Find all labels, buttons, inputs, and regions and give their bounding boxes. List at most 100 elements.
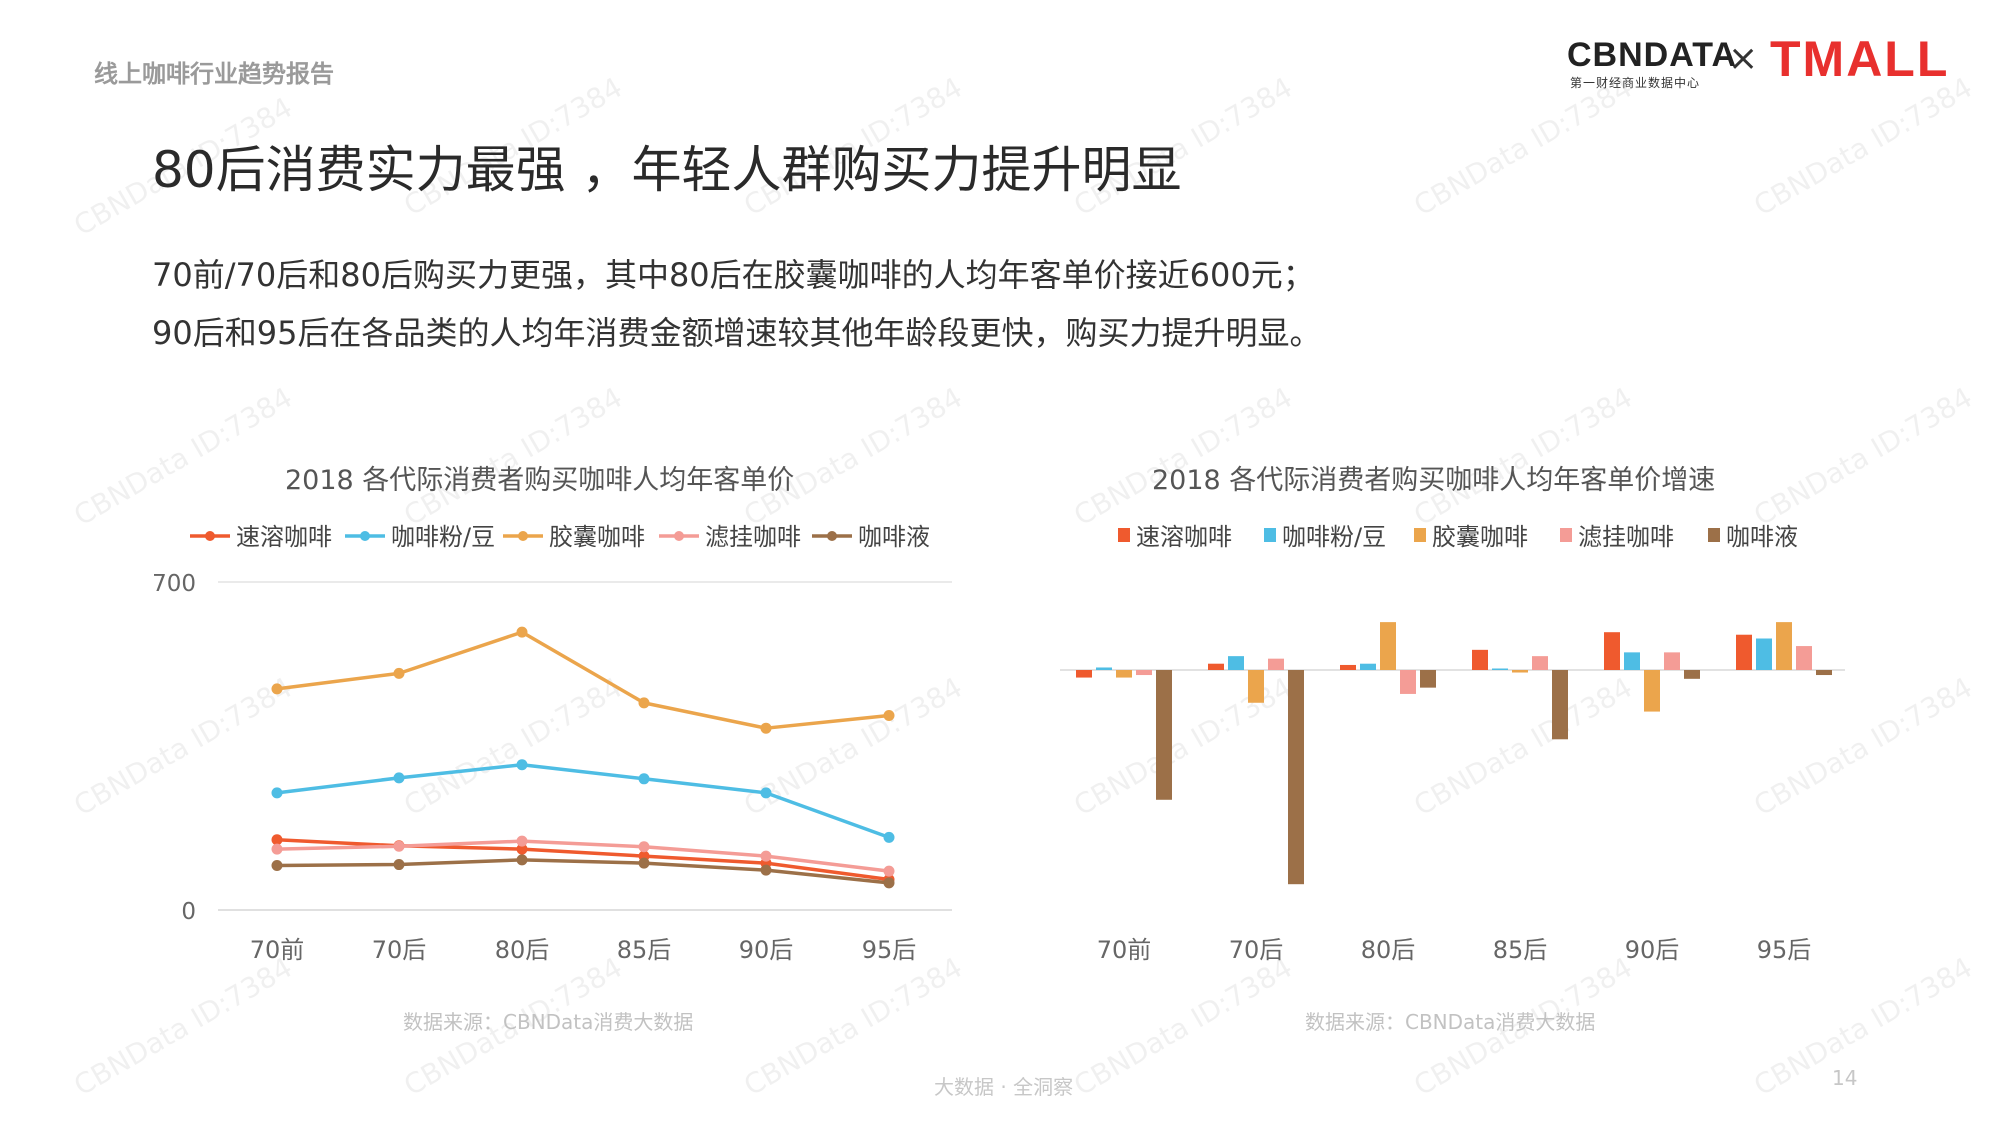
line-point <box>883 865 895 877</box>
line-point <box>516 843 528 855</box>
legend-bar-marker <box>1560 528 1572 542</box>
bar-chart-source: 数据来源：CBNData消费大数据 <box>1305 1010 1596 1034</box>
line-chart-xtick-label: 90后 <box>739 936 794 964</box>
bar-咖啡液 <box>1816 670 1832 676</box>
line-chart-xtick-label: 95后 <box>862 936 917 964</box>
bar-胶囊咖啡 <box>1644 670 1660 712</box>
bar-咖啡粉/豆 <box>1228 656 1244 670</box>
subtitle-line-2: 90后和95后在各品类的人均年消费金额增速较其他年龄段更快，购买力提升明显。 <box>152 314 1322 352</box>
bar-滤挂咖啡 <box>1400 670 1416 694</box>
bar-legend-label: 咖啡液 <box>1726 523 1798 551</box>
legend-bar-marker <box>1414 528 1426 542</box>
legend-line-dot <box>518 531 528 541</box>
legend-bar-marker <box>1708 528 1720 542</box>
line-chart-xtick-label: 80后 <box>495 936 550 964</box>
line-point <box>393 859 405 871</box>
line-chart-xtick-label: 85后 <box>617 936 672 964</box>
bar-滤挂咖啡 <box>1268 658 1284 670</box>
page-number: 14 <box>1832 1066 1858 1090</box>
bar-速溶咖啡 <box>1076 670 1092 678</box>
bar-胶囊咖啡 <box>1776 622 1792 670</box>
bar-legend-label: 滤挂咖啡 <box>1578 523 1674 551</box>
bar-滤挂咖啡 <box>1664 652 1680 670</box>
line-point <box>638 773 650 785</box>
line-series-滤挂咖啡 <box>276 839 890 873</box>
bar-chart-xtick-label: 90后 <box>1625 936 1680 964</box>
line-point <box>271 787 283 799</box>
footer-slogan: 大数据 · 全洞察 <box>934 1075 1074 1099</box>
legend-line-dot <box>674 531 684 541</box>
line-series-速溶咖啡 <box>276 837 890 882</box>
line-point <box>883 831 895 843</box>
line-chart-ytick-label: 700 <box>152 571 196 597</box>
line-point <box>393 840 405 852</box>
bar-legend-label: 速溶咖啡 <box>1136 523 1232 551</box>
bar-咖啡粉/豆 <box>1492 668 1508 670</box>
line-series-胶囊咖啡 <box>276 630 890 730</box>
line-point <box>393 667 405 679</box>
bar-咖啡液 <box>1156 670 1172 800</box>
bar-chart-xtick-label: 95后 <box>1757 936 1812 964</box>
line-chart-title: 2018 各代际消费者购买咖啡人均年客单价 <box>285 465 795 496</box>
line-point <box>638 841 650 853</box>
line-point <box>883 710 895 722</box>
line-point <box>760 722 772 734</box>
cbndata-logo-subtitle: 第一财经商业数据中心 <box>1570 76 1701 90</box>
line-point <box>760 787 772 799</box>
line-point <box>638 697 650 709</box>
bar-chart-xtick-label: 80后 <box>1361 936 1416 964</box>
line-series-咖啡液 <box>276 858 890 885</box>
bar-滤挂咖啡 <box>1136 670 1152 676</box>
line-point <box>271 834 283 846</box>
bar-legend-label: 胶囊咖啡 <box>1432 523 1528 551</box>
bar-咖啡液 <box>1420 670 1436 688</box>
line-point <box>516 854 528 866</box>
line-point <box>516 626 528 638</box>
tmall-logo: TMALL <box>1770 31 1950 87</box>
line-series-咖啡粉/豆 <box>276 762 890 840</box>
line-legend-label: 速溶咖啡 <box>236 523 332 551</box>
bar-滤挂咖啡 <box>1532 656 1548 670</box>
line-legend-label: 滤挂咖啡 <box>705 523 801 551</box>
bar-速溶咖啡 <box>1736 634 1752 670</box>
page-title: 80后消费实力最强 ，年轻人群购买力提升明显 <box>152 141 1182 199</box>
bar-咖啡粉/豆 <box>1096 667 1112 670</box>
subtitle-line-1: 70前/70后和80后购买力更强，其中80后在胶囊咖啡的人均年客单价接近600元… <box>152 256 1315 294</box>
bar-chart-xtick-label: 85后 <box>1493 936 1548 964</box>
line-chart-ytick-label: 0 <box>181 899 196 925</box>
bar-胶囊咖啡 <box>1380 622 1396 670</box>
bar-咖啡液 <box>1288 670 1304 885</box>
bar-速溶咖啡 <box>1208 663 1224 670</box>
legend-bar-marker <box>1118 528 1130 542</box>
legend-line-dot <box>205 531 215 541</box>
logo-cross-icon: × <box>1728 38 1759 79</box>
bar-速溶咖啡 <box>1604 632 1620 670</box>
line-point <box>638 857 650 869</box>
line-point <box>393 772 405 784</box>
bar-胶囊咖啡 <box>1116 670 1132 678</box>
line-point <box>760 850 772 862</box>
line-point <box>271 843 283 855</box>
line-point <box>760 864 772 876</box>
legend-line-dot <box>827 531 837 541</box>
line-legend-label: 咖啡液 <box>858 523 930 551</box>
legend-bar-marker <box>1264 528 1276 542</box>
line-point <box>271 859 283 871</box>
bar-chart-title: 2018 各代际消费者购买咖啡人均年客单价增速 <box>1152 465 1716 496</box>
bar-咖啡粉/豆 <box>1624 652 1640 670</box>
line-chart-xtick-label: 70前 <box>250 936 305 964</box>
bar-速溶咖啡 <box>1472 649 1488 670</box>
bar-legend-label: 咖啡粉/豆 <box>1282 523 1386 551</box>
bar-胶囊咖啡 <box>1248 670 1264 703</box>
line-chart-xtick-label: 70后 <box>372 936 427 964</box>
bar-咖啡粉/豆 <box>1360 663 1376 670</box>
cbndata-logo: CBNDATA <box>1567 36 1738 74</box>
bar-咖啡粉/豆 <box>1756 638 1772 670</box>
report-label: 线上咖啡行业趋势报告 <box>94 60 334 88</box>
bar-胶囊咖啡 <box>1512 670 1528 673</box>
bar-chart-xtick-label: 70前 <box>1097 936 1152 964</box>
line-legend-label: 胶囊咖啡 <box>549 523 645 551</box>
line-point <box>271 683 283 695</box>
legend-line-dot <box>360 531 370 541</box>
